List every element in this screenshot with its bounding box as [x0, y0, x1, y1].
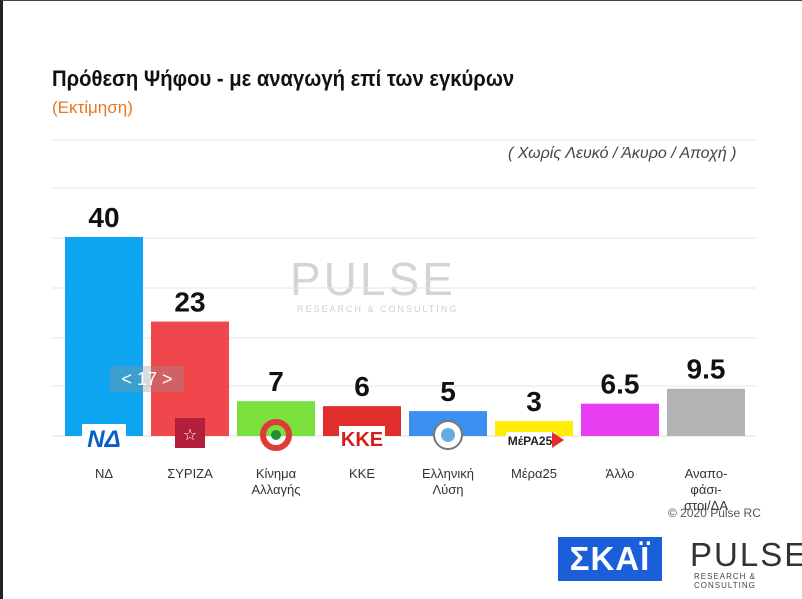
bar-0	[65, 237, 143, 436]
category-label-2-line-1: Αλλαγής	[252, 482, 301, 497]
mera25-arrow-icon	[552, 432, 564, 448]
nd-logo-icon: ΝΔ	[87, 426, 120, 453]
category-label-7-line-1: φάσι-	[690, 482, 721, 497]
category-label-0: ΝΔ	[95, 466, 113, 481]
elliniki-lysi-logo-center	[441, 428, 455, 442]
chart-subtitle: (Εκτίμηση)	[52, 98, 133, 117]
value-label-3: 6	[354, 371, 370, 402]
slide-pager[interactable]: < 17 >	[110, 366, 184, 392]
value-label-0: 40	[88, 202, 119, 233]
category-label-1: ΣΥΡΙΖΑ	[167, 466, 213, 481]
syriza-logo-icon	[175, 418, 205, 448]
bar-1	[151, 321, 229, 436]
copyright-text: © 2020 Pulse RC	[668, 506, 761, 520]
category-label-2-line-0: Κίνημα	[256, 466, 297, 481]
value-label-7: 9.5	[687, 354, 726, 385]
bar-6	[581, 403, 659, 436]
syriza-star-icon: ☆	[183, 427, 197, 444]
kinal-logo-center	[271, 430, 281, 440]
category-label-5: Μέρα25	[511, 466, 557, 481]
value-label-5: 3	[526, 386, 542, 417]
value-label-2: 7	[268, 366, 284, 397]
chart-title: Πρόθεση Ψήφου - με αναγωγή επί των εγκύρ…	[52, 66, 515, 91]
category-label-7-line-0: Αναπο-	[685, 466, 728, 481]
broadcaster-logo: ΣΚΑΪ	[558, 537, 662, 581]
value-label-1: 23	[174, 287, 205, 318]
kinal-logo-icon	[260, 419, 292, 451]
category-label-3: ΚΚΕ	[349, 466, 375, 481]
category-label-4-line-1: Λύση	[432, 482, 463, 497]
kke-logo-icon: ΚΚΕ	[341, 429, 383, 451]
watermark-brand: PULSE	[290, 253, 456, 305]
kke-logo-bg	[339, 426, 385, 448]
pollster-tagline: RESEARCH & CONSULTING	[694, 572, 757, 590]
watermark-tagline: RESEARCH & CONSULTING	[297, 304, 459, 314]
value-label-6: 6.5	[601, 369, 640, 400]
category-label-7-line-2: στοι/ΔΑ	[684, 498, 728, 513]
category-label-4-line-0: Ελληνική	[422, 466, 474, 481]
mera25-logo-icon: ΜέΡΑ25	[508, 434, 553, 448]
bar-7	[667, 388, 745, 436]
category-label-6: Άλλο	[606, 466, 635, 481]
chart-note: ( Χωρίς Λευκό / Άκυρο / Αποχή )	[508, 145, 737, 162]
pollster-logo: PULSE	[690, 536, 802, 573]
nd-logo-bg	[82, 424, 126, 450]
value-label-4: 5	[440, 376, 456, 407]
mera25-logo-bg	[506, 432, 556, 448]
